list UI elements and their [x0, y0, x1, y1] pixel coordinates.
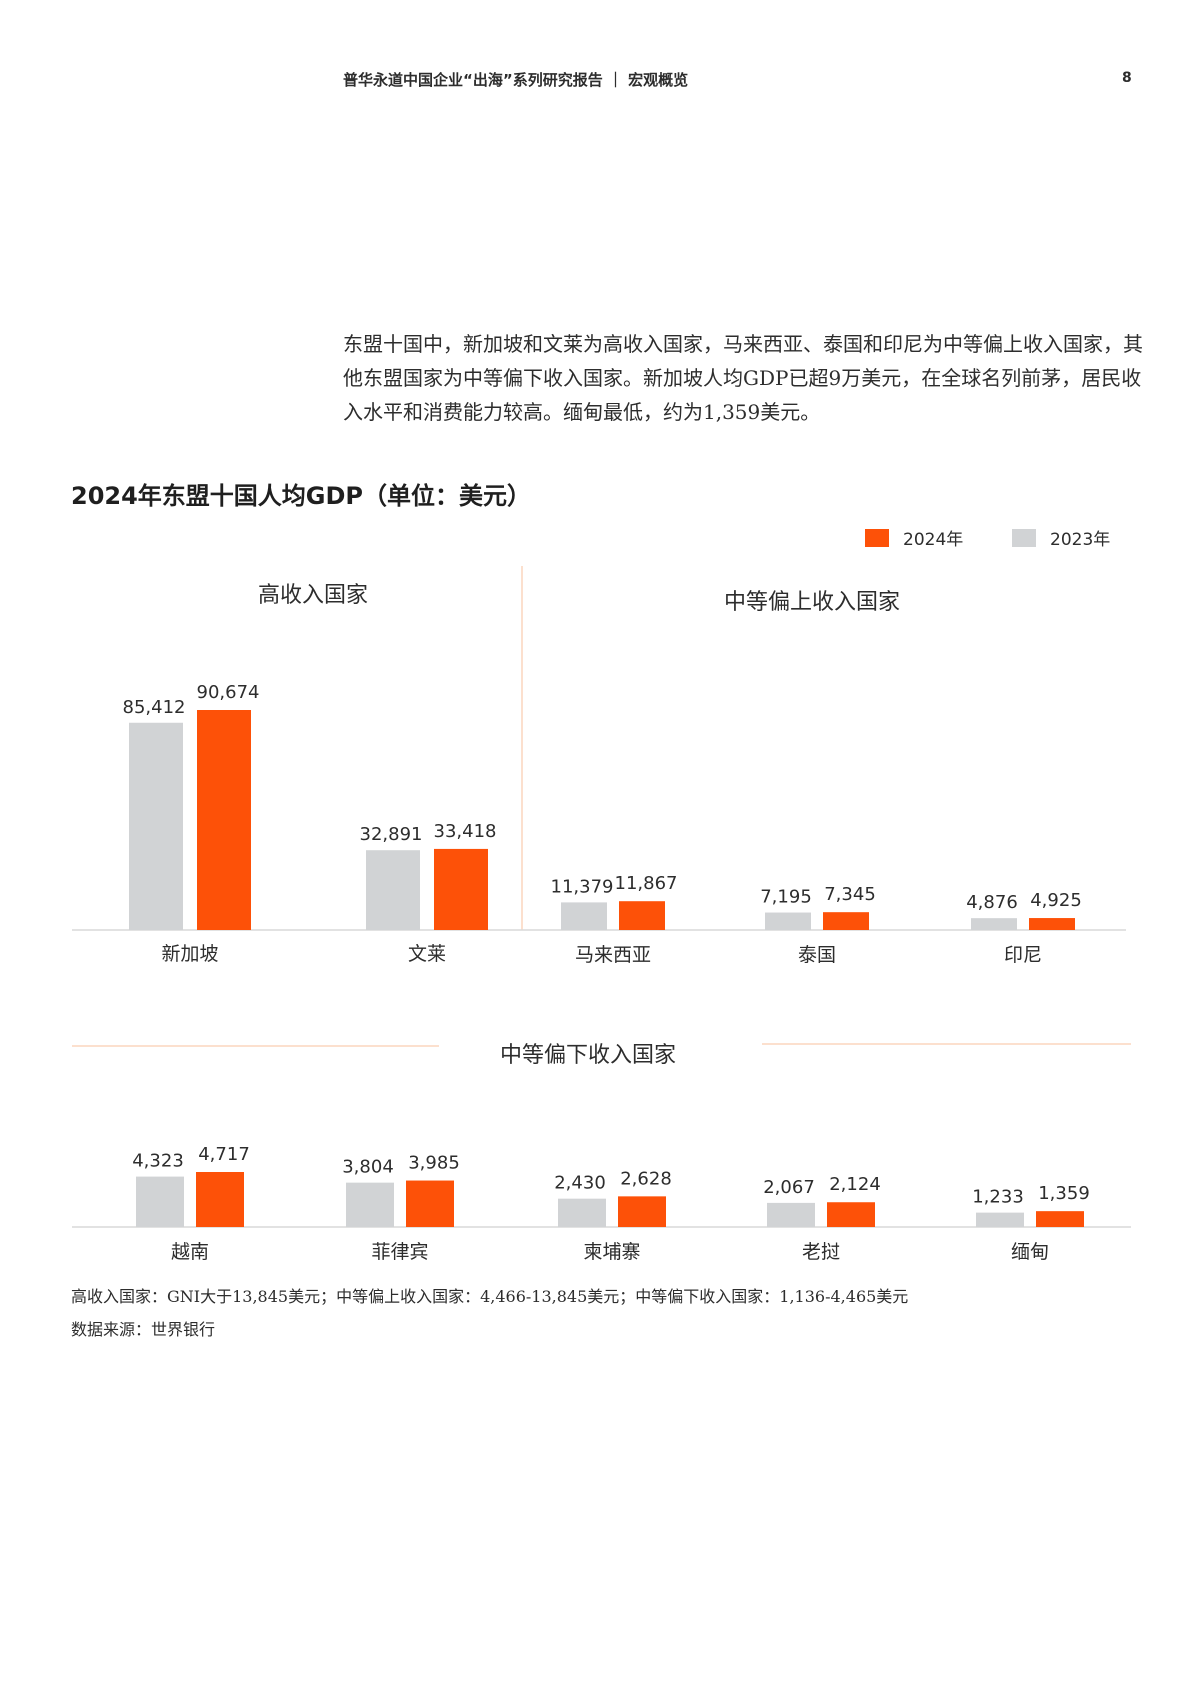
legend-item-2024: 2024年: [865, 525, 963, 550]
bar-2024: [196, 1172, 244, 1227]
category-tick-label: 越南: [171, 1241, 209, 1263]
data-label-2023: 2,067: [763, 1177, 815, 1198]
income-threshold-footnote: 高收入国家：GNI大于13,845美元；中等偏上收入国家：4,466-13,84…: [71, 1287, 909, 1306]
bar-2023: [136, 1176, 184, 1227]
group-title-high-income: 高收入国家: [258, 583, 369, 608]
bar-2024: [619, 901, 665, 930]
data-label-2024: 4,717: [198, 1144, 250, 1165]
intro-paragraph: 东盟十国中，新加坡和文莱为高收入国家，马来西亚、泰国和印尼为中等偏上收入国家，其…: [343, 332, 1143, 424]
bar-2023: [561, 902, 607, 930]
data-label-2023: 4,323: [132, 1151, 184, 1172]
data-label-2023: 3,804: [342, 1157, 394, 1178]
data-label-2024: 2,124: [829, 1174, 881, 1195]
category-tick-label: 马来西亚: [575, 944, 651, 966]
data-label-2023: 1,233: [972, 1187, 1024, 1208]
bar-2024: [618, 1196, 666, 1227]
data-label-2024: 7,345: [824, 884, 876, 905]
legend-swatch-2023: [1012, 529, 1036, 547]
category-tick-label: 老挝: [802, 1241, 840, 1263]
category-tick-label: 缅甸: [1011, 1241, 1049, 1263]
data-label-2023: 85,412: [123, 697, 186, 718]
data-source-footnote: 数据来源：世界银行: [71, 1320, 216, 1339]
data-label-2023: 4,876: [966, 892, 1018, 913]
bar-2024: [434, 848, 488, 930]
group-title-lower-middle-income: 中等偏下收入国家: [500, 1043, 677, 1068]
bar-2023: [558, 1198, 606, 1227]
category-tick-label: 新加坡: [161, 943, 218, 965]
bar-2023: [976, 1212, 1024, 1227]
data-label-2024: 4,925: [1030, 890, 1082, 911]
legend-swatch-2024: [865, 529, 889, 547]
data-label-2024: 11,867: [615, 873, 678, 894]
report-header-title: 普华永道中国企业“出海”系列研究报告 ｜ 宏观概览: [343, 71, 689, 89]
data-label-2024: 90,674: [197, 682, 260, 703]
category-tick-label: 柬埔寨: [583, 1241, 640, 1263]
bar-2024: [823, 912, 869, 930]
bar-2024: [827, 1202, 875, 1227]
data-label-2024: 2,628: [620, 1168, 672, 1189]
bar-2024: [197, 710, 251, 930]
bar-2024: [1029, 918, 1075, 930]
group-title-upper-middle-income: 中等偏上收入国家: [724, 590, 901, 615]
data-label-2023: 11,379: [551, 876, 614, 897]
data-label-2024: 33,418: [434, 821, 497, 842]
category-tick-label: 文莱: [408, 943, 446, 965]
bar-2023: [767, 1202, 815, 1227]
category-tick-label: 菲律宾: [371, 1241, 428, 1263]
legend-label-2024: 2024年: [903, 530, 964, 550]
data-label-2024: 3,985: [408, 1153, 460, 1174]
bar-2023: [971, 918, 1017, 930]
data-label-2023: 32,891: [360, 824, 423, 845]
data-label-2024: 1,359: [1038, 1183, 1090, 1204]
bar-2024: [1036, 1211, 1084, 1227]
category-tick-label: 泰国: [798, 944, 836, 966]
page-number: 8: [1122, 70, 1132, 86]
bar-2024: [406, 1180, 454, 1227]
bar-2023: [765, 912, 811, 930]
bar-2023: [366, 850, 420, 930]
category-tick-label: 印尼: [1004, 944, 1042, 966]
bar-2023: [346, 1182, 394, 1227]
data-label-2023: 2,430: [554, 1173, 606, 1194]
chart-title: 2024年东盟十国人均GDP（单位：美元）: [71, 482, 532, 510]
legend-item-2023: 2023年: [1012, 525, 1110, 550]
bar-2023: [129, 722, 183, 930]
data-label-2023: 7,195: [760, 887, 812, 908]
legend-label-2023: 2023年: [1050, 530, 1111, 550]
